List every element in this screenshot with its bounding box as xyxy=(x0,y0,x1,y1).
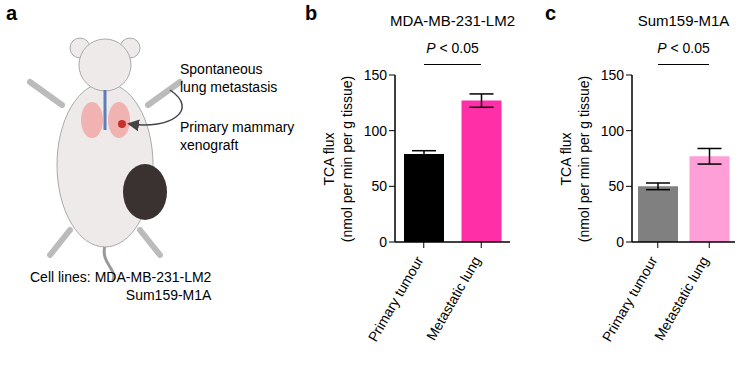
svg-text:50: 50 xyxy=(608,178,624,194)
svg-text:0: 0 xyxy=(379,234,387,250)
svg-text:Primary tumour: Primary tumour xyxy=(599,253,661,344)
html-text:TCA flux: TCA flux xyxy=(321,132,337,185)
html-text:(nmol per min per g tissue): (nmol per min per g tissue) xyxy=(339,75,355,242)
svg-text:150: 150 xyxy=(601,67,625,83)
html-text:Sum159-M1A: Sum159-M1A xyxy=(125,287,212,303)
svg-text:0: 0 xyxy=(616,234,624,250)
svg-text:Metastatic lung: Metastatic lung xyxy=(423,254,484,344)
svg-text:100: 100 xyxy=(601,123,625,139)
html-text:a: a xyxy=(6,2,18,24)
svg-text:150: 150 xyxy=(364,67,388,83)
html-text:P < 0.05: P < 0.05 xyxy=(657,40,710,56)
html-text:Primary mammary: Primary mammary xyxy=(180,119,295,135)
html-text:TCA flux: TCA flux xyxy=(558,132,574,185)
html-text:Spontaneous: Spontaneous xyxy=(180,61,263,77)
html-text:c: c xyxy=(545,2,557,24)
svg-text:Primary tumour: Primary tumour xyxy=(365,253,427,344)
html-text:Cell lines: MDA-MB-231-LM2: Cell lines: MDA-MB-231-LM2 xyxy=(30,269,212,285)
html-text:lung metastasis: lung metastasis xyxy=(180,79,278,95)
html-text:MDA-MB-231-LM2: MDA-MB-231-LM2 xyxy=(390,12,515,29)
html-text:b: b xyxy=(305,2,318,24)
html-text:Sum159-M1A: Sum159-M1A xyxy=(637,12,730,29)
svg-text:100: 100 xyxy=(364,123,388,139)
html-text:(nmol per min per g tissue): (nmol per min per g tissue) xyxy=(576,75,592,242)
svg-text:Metastatic lung: Metastatic lung xyxy=(651,254,712,344)
svg-text:50: 50 xyxy=(371,178,387,194)
html-text:P < 0.05: P < 0.05 xyxy=(426,40,479,56)
html-text:xenograft: xenograft xyxy=(180,137,239,153)
